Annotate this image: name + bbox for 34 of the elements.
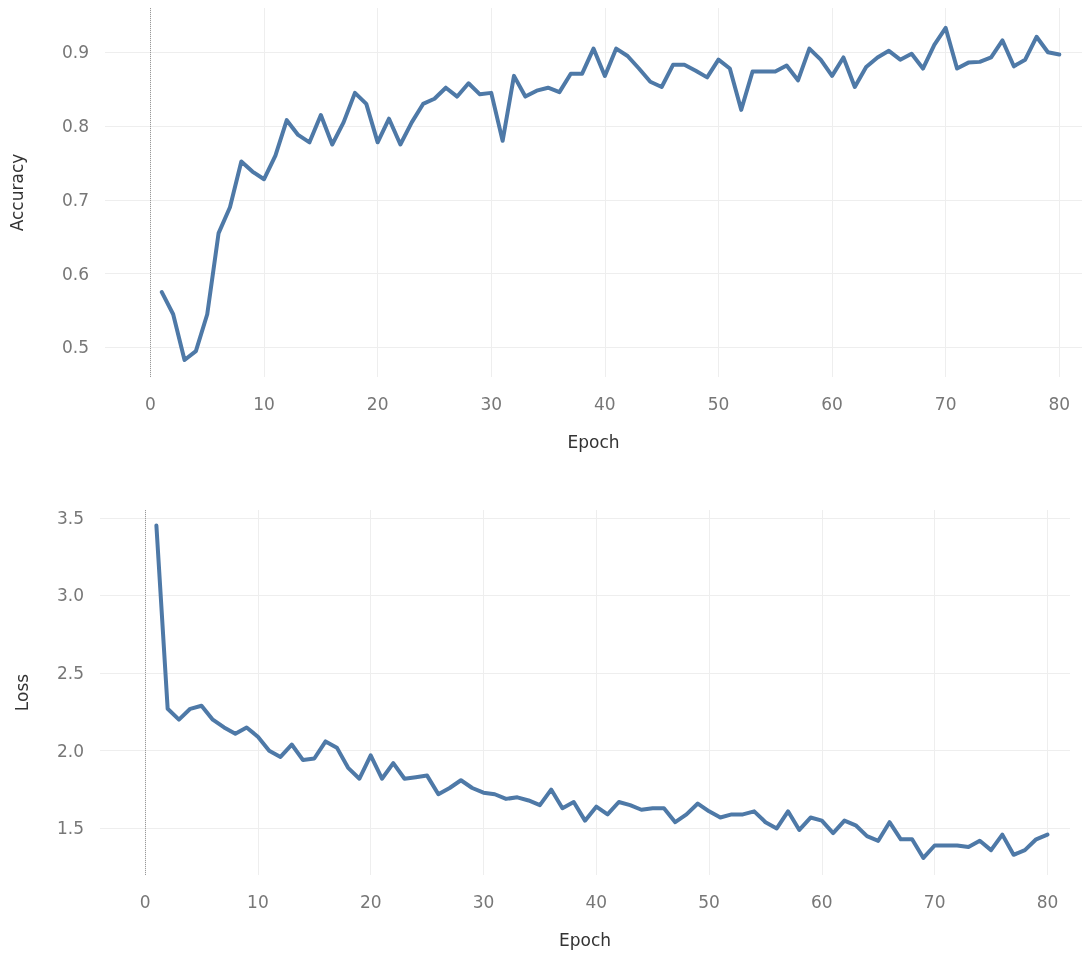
x-tick-label: 20	[366, 393, 389, 414]
y-tick-label: 0.8	[61, 116, 89, 137]
x-tick-label: 70	[934, 393, 957, 414]
y-tick-label: 0.6	[61, 263, 89, 284]
y-tick-label: 0.9	[61, 42, 89, 63]
x-tick-label: 10	[253, 393, 275, 414]
x-tick-label: 40	[594, 393, 616, 414]
y-tick-label: 2.5	[56, 663, 84, 684]
y-tick-label: 0.5	[61, 337, 89, 358]
x-tick-label: 50	[707, 393, 730, 414]
y-tick-label: 3.0	[56, 585, 84, 606]
y-tick-label: 0.7	[61, 189, 89, 210]
x-tick-label: 70	[923, 891, 946, 912]
x-tick-label: 60	[821, 393, 843, 414]
y-tick-label: 2.0	[56, 740, 84, 761]
x-tick-label: 50	[698, 891, 720, 912]
x-axis-title: Epoch	[567, 431, 620, 452]
x-tick-label: 0	[145, 393, 156, 414]
x-tick-label: 80	[1036, 891, 1059, 912]
y-axis-title: Loss	[11, 673, 32, 712]
line-series	[159, 25, 1062, 363]
x-tick-label: 30	[472, 891, 495, 912]
y-tick-label: 3.5	[56, 507, 84, 528]
x-axis-title: Epoch	[558, 929, 612, 950]
y-tick-label: 1.5	[56, 818, 84, 839]
x-tick-label: 60	[811, 891, 833, 912]
line-series	[154, 523, 1050, 860]
x-tick-label: 0	[139, 891, 151, 912]
x-tick-label: 80	[1048, 393, 1071, 414]
x-tick-label: 10	[247, 891, 269, 912]
x-tick-label: 30	[480, 393, 503, 414]
y-axis-title: Accuracy	[6, 153, 27, 232]
x-tick-label: 20	[359, 891, 382, 912]
x-tick-label: 40	[585, 891, 608, 912]
